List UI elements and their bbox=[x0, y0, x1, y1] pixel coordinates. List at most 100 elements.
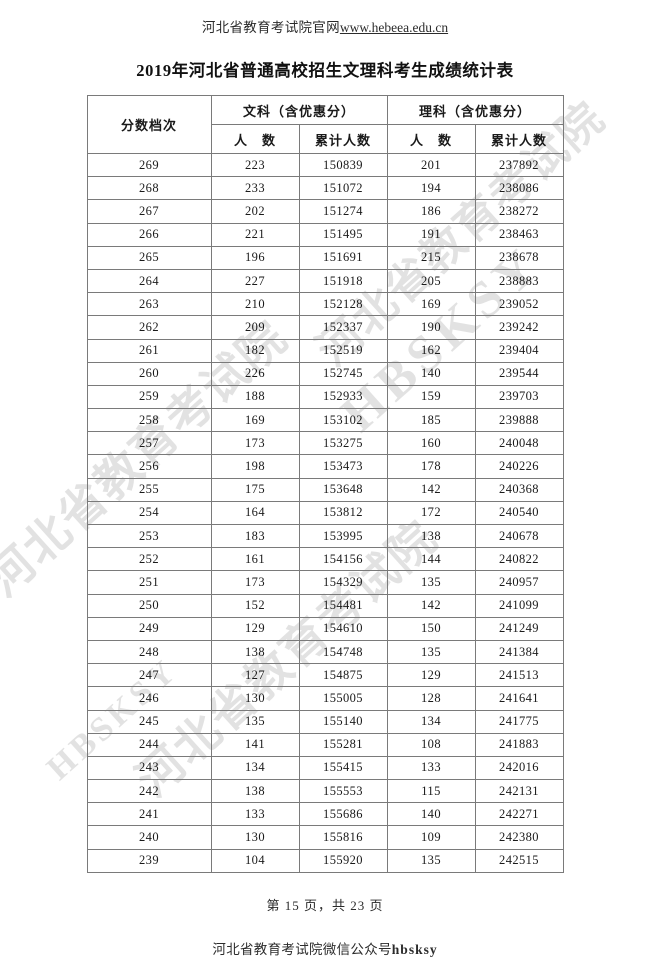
cell-grade-level: 253 bbox=[86, 523, 212, 549]
cell-liberal-count: 221 bbox=[210, 222, 300, 247]
cell-grade-level: 259 bbox=[86, 384, 212, 410]
table-row: 242 138 155553 115 242131 bbox=[86, 779, 564, 804]
cell-science-cumulative: 237892 bbox=[474, 152, 564, 178]
cell-science-count: 135 bbox=[386, 848, 476, 873]
cell-liberal-count: 161 bbox=[210, 547, 300, 572]
cell-liberal-cumulative: 153995 bbox=[298, 523, 388, 549]
cell-grade-level: 241 bbox=[86, 802, 212, 827]
cell-liberal-count: 209 bbox=[210, 315, 300, 340]
cell-science-cumulative: 242271 bbox=[474, 802, 564, 827]
cell-liberal-cumulative: 150839 bbox=[298, 152, 388, 178]
grade-statistics-table: 分数档次 文科（含优惠分） 理科（含优惠分） 人 数 累计人数 人 数 累计人数… bbox=[86, 95, 564, 873]
table-row: 239 104 155920 135 242515 bbox=[86, 848, 564, 873]
cell-science-count: 142 bbox=[386, 593, 476, 618]
cell-science-count: 178 bbox=[386, 454, 476, 479]
cell-liberal-cumulative: 152128 bbox=[298, 292, 388, 317]
cell-grade-level: 268 bbox=[86, 176, 212, 201]
table-row: 251 173 154329 135 240957 bbox=[86, 570, 564, 595]
cell-liberal-cumulative: 153473 bbox=[298, 454, 388, 479]
cell-liberal-count: 198 bbox=[210, 454, 300, 479]
cell-science-count: 128 bbox=[386, 686, 476, 711]
cell-science-cumulative: 241775 bbox=[474, 709, 564, 734]
cell-liberal-cumulative: 154329 bbox=[298, 570, 388, 595]
cell-science-count: 115 bbox=[386, 779, 476, 804]
cell-grade-level: 261 bbox=[86, 338, 212, 363]
cell-grade-level: 239 bbox=[86, 848, 212, 873]
cell-science-cumulative: 239242 bbox=[474, 315, 564, 340]
site-header: 河北省教育考试院官网www.hebeea.edu.cn bbox=[0, 0, 650, 36]
pagination-label: 第 15 页，共 23 页 bbox=[266, 897, 384, 913]
cell-liberal-cumulative: 152337 bbox=[298, 315, 388, 340]
cell-grade-level: 255 bbox=[86, 477, 212, 502]
cell-grade-level: 264 bbox=[86, 268, 212, 294]
page-title: 2019年河北省普通高校招生文理科考生成绩统计表 bbox=[136, 61, 514, 80]
table-row: 261 182 152519 162 239404 bbox=[86, 338, 564, 363]
cell-liberal-count: 130 bbox=[210, 686, 300, 711]
table-row: 254 164 153812 172 240540 bbox=[86, 500, 564, 526]
table-header-row-top: 分数档次 文科（含优惠分） 理科（含优惠分） bbox=[86, 95, 564, 154]
cell-science-cumulative: 241641 bbox=[474, 686, 564, 711]
cell-liberal-count: 202 bbox=[210, 199, 300, 224]
cell-grade-level: 263 bbox=[86, 292, 212, 317]
cell-grade-level: 244 bbox=[86, 732, 212, 757]
table-row: 268 233 151072 194 238086 bbox=[86, 176, 564, 201]
cell-grade-level: 246 bbox=[86, 686, 212, 711]
cell-liberal-cumulative: 153648 bbox=[298, 477, 388, 502]
cell-science-cumulative: 240540 bbox=[474, 500, 564, 526]
cell-liberal-count: 138 bbox=[210, 779, 300, 804]
cell-science-count: 134 bbox=[386, 709, 476, 734]
cell-liberal-cumulative: 154156 bbox=[298, 547, 388, 572]
cell-science-cumulative: 238272 bbox=[474, 199, 564, 224]
cell-grade-level: 256 bbox=[86, 454, 212, 479]
cell-science-count: 108 bbox=[386, 732, 476, 757]
cell-grade-level: 262 bbox=[86, 315, 212, 340]
cell-science-cumulative: 241883 bbox=[474, 732, 564, 757]
cell-liberal-count: 196 bbox=[210, 245, 300, 270]
cell-grade-level: 254 bbox=[86, 500, 212, 526]
table-row: 250 152 154481 142 241099 bbox=[86, 593, 564, 618]
cell-science-count: 201 bbox=[386, 152, 476, 178]
cell-science-cumulative: 240368 bbox=[474, 477, 564, 502]
site-header-url[interactable]: www.hebeea.edu.cn bbox=[339, 20, 449, 35]
cell-science-count: 172 bbox=[386, 500, 476, 526]
header-liberal-cumulative: 累计人数 bbox=[298, 124, 388, 154]
table-row: 248 138 154748 135 241384 bbox=[86, 639, 564, 665]
cell-science-count: 109 bbox=[386, 825, 476, 850]
cell-grade-level: 260 bbox=[86, 361, 212, 386]
cell-liberal-count: 183 bbox=[210, 523, 300, 549]
cell-liberal-cumulative: 152745 bbox=[298, 361, 388, 386]
cell-science-count: 135 bbox=[386, 639, 476, 665]
table-row: 246 130 155005 128 241641 bbox=[86, 686, 564, 711]
table-row: 240 130 155816 109 242380 bbox=[86, 825, 564, 850]
header-grade-level: 分数档次 bbox=[86, 95, 212, 154]
cell-science-cumulative: 238678 bbox=[474, 245, 564, 270]
cell-liberal-cumulative: 155816 bbox=[298, 825, 388, 850]
cell-liberal-count: 152 bbox=[210, 593, 300, 618]
cell-science-count: 144 bbox=[386, 547, 476, 572]
table-row: 255 175 153648 142 240368 bbox=[86, 477, 564, 502]
cell-science-count: 138 bbox=[386, 523, 476, 549]
table-row: 258 169 153102 185 239888 bbox=[86, 408, 564, 433]
cell-liberal-count: 141 bbox=[210, 732, 300, 757]
cell-liberal-cumulative: 155553 bbox=[298, 779, 388, 804]
cell-science-cumulative: 242131 bbox=[474, 779, 564, 804]
cell-science-count: 129 bbox=[386, 663, 476, 688]
cell-science-count: 140 bbox=[386, 802, 476, 827]
cell-science-count: 142 bbox=[386, 477, 476, 502]
cell-science-count: 169 bbox=[386, 292, 476, 317]
cell-science-count: 215 bbox=[386, 245, 476, 270]
cell-science-count: 135 bbox=[386, 570, 476, 595]
table-body: 269 223 150839 201 237892 268 233 151072 194 2380… bbox=[86, 152, 564, 873]
table-row: 263 210 152128 169 239052 bbox=[86, 292, 564, 317]
cell-liberal-count: 173 bbox=[210, 570, 300, 595]
cell-science-cumulative: 241099 bbox=[474, 593, 564, 618]
cell-liberal-cumulative: 155005 bbox=[298, 686, 388, 711]
cell-grade-level: 257 bbox=[86, 431, 212, 456]
cell-science-cumulative: 239052 bbox=[474, 292, 564, 317]
cell-liberal-count: 164 bbox=[210, 500, 300, 526]
table-row: 264 227 151918 205 238883 bbox=[86, 268, 564, 294]
cell-liberal-count: 175 bbox=[210, 477, 300, 502]
table-row: 247 127 154875 129 241513 bbox=[86, 663, 564, 688]
cell-liberal-cumulative: 153102 bbox=[298, 408, 388, 433]
